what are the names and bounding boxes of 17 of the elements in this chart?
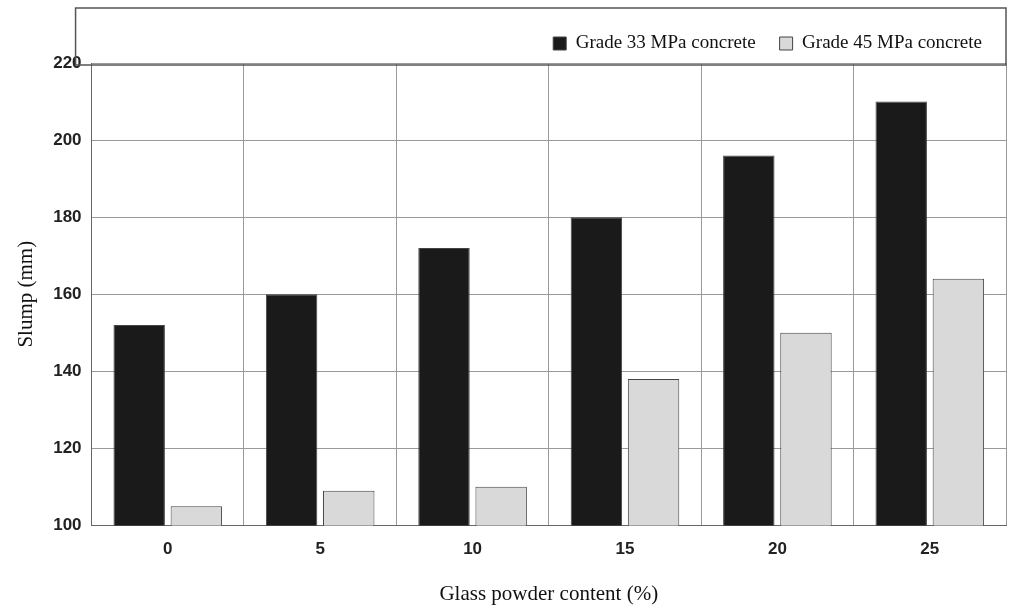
y-axis-title: Slump (mm) bbox=[13, 240, 38, 348]
y-tick-label: 180 bbox=[53, 206, 82, 226]
y-tick-label: 100 bbox=[53, 515, 82, 535]
x-axis-title: Glass powder content (%) bbox=[439, 580, 659, 605]
y-tick-label: 200 bbox=[53, 129, 82, 149]
x-tick-label: 0 bbox=[163, 539, 173, 559]
x-tick-label: 5 bbox=[315, 539, 325, 559]
x-tick-label: 20 bbox=[767, 539, 787, 559]
y-tick-label: 120 bbox=[53, 438, 82, 458]
y-tick-label: 220 bbox=[53, 52, 82, 72]
x-tick-label: 15 bbox=[615, 539, 635, 559]
x-tick-label: 25 bbox=[920, 539, 940, 559]
x-tick-label: 10 bbox=[463, 539, 483, 559]
y-tick-label: 160 bbox=[53, 283, 82, 303]
legend-label: Grade 33 MPa concrete bbox=[575, 31, 756, 53]
legend-label: Grade 45 MPa concrete bbox=[802, 31, 983, 53]
y-tick-label: 140 bbox=[53, 360, 82, 380]
